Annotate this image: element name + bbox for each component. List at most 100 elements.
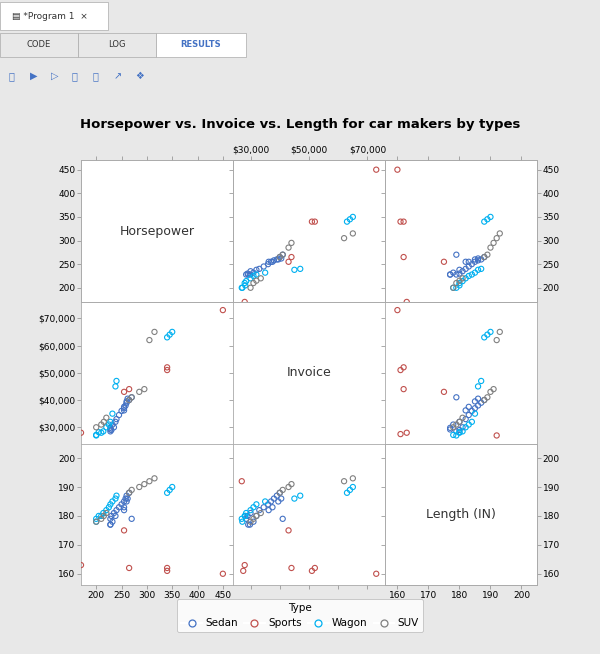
Point [112, 375, 121, 386]
Point [264, 256, 274, 267]
Point [445, 424, 455, 435]
Point [127, 513, 136, 524]
Point [310, 562, 320, 573]
Point [278, 513, 287, 524]
Point [277, 493, 286, 504]
Point [240, 278, 250, 288]
Point [464, 402, 473, 412]
Point [107, 496, 117, 507]
Point [278, 249, 287, 260]
Point [455, 280, 464, 290]
Point [452, 392, 461, 402]
Point [97, 428, 106, 438]
Point [464, 419, 473, 430]
Point [140, 384, 149, 394]
Text: RESULTS: RESULTS [181, 40, 221, 49]
Point [458, 422, 467, 432]
Point [269, 493, 279, 504]
Point [464, 256, 473, 267]
Point [73, 429, 82, 439]
Point [237, 476, 247, 487]
Point [266, 256, 276, 267]
Text: Length (IN): Length (IN) [426, 508, 496, 521]
Point [106, 424, 115, 435]
Point [342, 488, 352, 498]
Point [259, 502, 268, 513]
Point [167, 482, 177, 492]
Point [275, 252, 284, 262]
Point [470, 267, 480, 278]
Point [473, 265, 483, 275]
Point [467, 269, 476, 280]
Point [260, 496, 270, 507]
Point [124, 395, 134, 405]
Point [238, 300, 248, 311]
Point [241, 280, 250, 290]
Point [464, 261, 473, 272]
Text: ▤ *Program 1  ×: ▤ *Program 1 × [12, 12, 88, 21]
Point [241, 513, 251, 524]
Point [310, 216, 320, 227]
Point [263, 259, 273, 269]
Point [492, 301, 502, 312]
Point [245, 519, 255, 530]
Point [263, 499, 273, 509]
Point [124, 395, 134, 405]
Point [241, 269, 251, 280]
Point [284, 243, 293, 253]
Point [246, 508, 256, 518]
Point [470, 396, 480, 407]
Text: Horsepower vs. Invoice vs. Length for car makers by types: Horsepower vs. Invoice vs. Length for ca… [80, 118, 520, 131]
Point [485, 387, 495, 397]
Point [71, 430, 81, 441]
Point [122, 496, 131, 507]
Point [455, 275, 464, 286]
Point [106, 513, 115, 524]
Text: ▶: ▶ [30, 71, 37, 81]
Point [106, 426, 115, 437]
Text: Horsepower: Horsepower [119, 224, 194, 237]
Point [122, 396, 131, 407]
Point [106, 499, 115, 509]
Point [482, 330, 492, 340]
Point [473, 255, 483, 266]
Point [284, 482, 293, 492]
Point [458, 426, 467, 437]
Point [101, 505, 111, 515]
Point [287, 252, 296, 262]
Point [290, 493, 299, 504]
Point [251, 499, 261, 509]
Point [76, 560, 86, 570]
Point [492, 430, 502, 441]
Point [122, 490, 131, 501]
Point [254, 264, 264, 274]
Point [476, 254, 486, 265]
Point [260, 267, 270, 278]
Point [473, 400, 483, 411]
Point [275, 488, 284, 498]
Point [238, 283, 247, 293]
Point [241, 276, 251, 286]
Point [470, 256, 480, 267]
Point [112, 490, 121, 501]
Point [268, 502, 277, 513]
Point [287, 562, 296, 573]
Point [348, 228, 358, 239]
Point [485, 212, 495, 222]
Point [123, 493, 133, 504]
Point [266, 496, 276, 507]
Point [163, 362, 172, 373]
Point [307, 216, 317, 227]
Text: ❖: ❖ [135, 71, 144, 81]
Point [476, 264, 486, 274]
Point [124, 488, 134, 498]
Point [246, 505, 256, 515]
Point [470, 254, 480, 265]
Point [399, 384, 409, 394]
Point [295, 264, 305, 274]
Point [112, 414, 121, 424]
Point [268, 256, 277, 267]
Point [461, 264, 470, 274]
Text: ⎗: ⎗ [9, 71, 15, 81]
Point [464, 410, 473, 421]
